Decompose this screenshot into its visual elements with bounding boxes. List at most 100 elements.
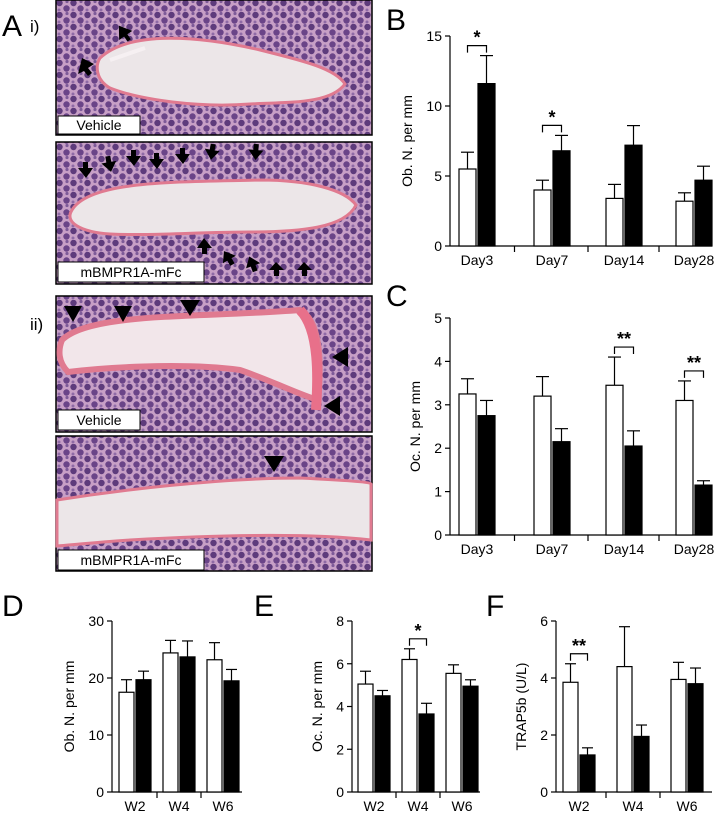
x-tick-label: W4 bbox=[623, 798, 644, 814]
x-tick-label: W6 bbox=[213, 798, 234, 814]
bar-vehicle bbox=[533, 395, 552, 536]
micrograph-vehicle-i: Vehicle bbox=[55, 0, 373, 136]
bar-mbmpr1a bbox=[179, 656, 196, 793]
y-tick-label: 6 bbox=[540, 613, 548, 629]
bar-vehicle bbox=[357, 683, 374, 793]
bar-vehicle bbox=[605, 384, 624, 536]
y-axis-label: TRAP5b (U/L) bbox=[513, 663, 529, 751]
y-tick-label: 3 bbox=[434, 397, 442, 413]
y-tick-label: 0 bbox=[336, 784, 344, 800]
x-tick-label: Day28 bbox=[674, 541, 715, 557]
significance-label: ** bbox=[687, 353, 701, 373]
arrow-icon bbox=[118, 25, 133, 42]
significance-label: * bbox=[473, 28, 480, 48]
significance-bracket bbox=[569, 653, 589, 661]
significance-bracket bbox=[408, 638, 428, 646]
x-tick-label: W6 bbox=[452, 798, 473, 814]
bar-vehicle bbox=[445, 672, 462, 793]
y-tick-label: 4 bbox=[336, 699, 344, 715]
micrograph-vehicle-ii: Vehicle bbox=[55, 295, 373, 433]
y-axis-label: Oc. N. per mm bbox=[309, 661, 325, 752]
micrograph-label: Vehicle bbox=[76, 412, 121, 428]
micrograph-label: mBMPR1A-mFc bbox=[80, 552, 181, 568]
panel-label-c: C bbox=[386, 280, 408, 313]
micrograph-mbmpr1a-i: mBMPR1A-mFc bbox=[55, 141, 373, 285]
y-tick-label: 0 bbox=[540, 784, 548, 800]
x-tick-label: Day28 bbox=[674, 252, 715, 268]
y-tick-label: 0 bbox=[434, 527, 442, 543]
bar-mbmpr1a bbox=[579, 754, 596, 793]
x-tick-label: W2 bbox=[364, 798, 385, 814]
arrow-icon bbox=[78, 143, 312, 276]
significance-label: ** bbox=[572, 636, 586, 656]
bar-mbmpr1a bbox=[694, 179, 713, 247]
y-axis-label: Ob. N. per mm bbox=[399, 95, 415, 187]
significance-bracket bbox=[466, 45, 488, 53]
y-axis-label: Oc. N. per mm bbox=[407, 381, 423, 472]
x-tick-label: Day7 bbox=[536, 252, 569, 268]
chart-f: 0 2 4 6 TRAP5b (U/L) W2 W4 W6 ** bbox=[513, 613, 712, 814]
bar-mbmpr1a bbox=[624, 445, 643, 536]
bar-mbmpr1a bbox=[633, 735, 650, 793]
chart-c: 0 1 2 3 4 5 Oc. N. per mm Day3 Day7 Day14 Day28 ** *… bbox=[407, 310, 714, 557]
y-tick-label: 0 bbox=[96, 784, 104, 800]
arrow-icon bbox=[78, 58, 94, 76]
bar-mbmpr1a bbox=[374, 695, 391, 793]
bar-vehicle bbox=[675, 200, 694, 247]
y-axis-label: Ob. N. per mm bbox=[61, 661, 77, 753]
significance-label: * bbox=[414, 621, 421, 641]
bar-vehicle bbox=[118, 691, 135, 793]
bar-mbmpr1a bbox=[462, 685, 479, 793]
significance-bracket bbox=[683, 370, 705, 378]
y-tick-label: 6 bbox=[336, 656, 344, 672]
x-tick-label: Day14 bbox=[604, 541, 645, 557]
y-tick-label: 2 bbox=[540, 727, 548, 743]
bar-mbmpr1a bbox=[687, 683, 704, 793]
bar-vehicle bbox=[458, 393, 477, 536]
bar-mbmpr1a bbox=[624, 144, 643, 247]
y-tick-label: 15 bbox=[426, 28, 442, 44]
chart-b: 0 5 10 15 Ob. N. per mm Day3 Day7 Day14 Day28 * * bbox=[399, 28, 714, 268]
panel-label-d: D bbox=[2, 590, 24, 623]
y-tick-label: 20 bbox=[88, 670, 104, 686]
x-tick-label: Day14 bbox=[604, 252, 645, 268]
x-tick-label: Day7 bbox=[536, 541, 569, 557]
bar-vehicle bbox=[206, 659, 223, 793]
panel-label-f: F bbox=[486, 590, 504, 623]
y-tick-label: 0 bbox=[434, 238, 442, 254]
x-tick-label: W4 bbox=[408, 798, 429, 814]
bar-mbmpr1a bbox=[477, 415, 496, 536]
bar-vehicle bbox=[458, 168, 477, 247]
y-tick-label: 1 bbox=[434, 484, 442, 500]
panel-label-a: A bbox=[2, 10, 22, 43]
y-tick-label: 8 bbox=[336, 613, 344, 629]
bar-mbmpr1a bbox=[694, 484, 713, 536]
significance-bracket bbox=[613, 346, 635, 355]
bar-vehicle bbox=[670, 678, 687, 793]
x-tick-label: Day3 bbox=[461, 541, 494, 557]
y-tick-label: 10 bbox=[88, 727, 104, 743]
y-tick-label: 2 bbox=[336, 741, 344, 757]
significance-bracket bbox=[541, 124, 563, 133]
subpanel-label-ii: ii) bbox=[30, 315, 43, 334]
x-tick-label: W4 bbox=[169, 798, 190, 814]
y-tick-label: 30 bbox=[88, 613, 104, 629]
y-tick-label: 5 bbox=[434, 310, 442, 326]
bar-vehicle bbox=[616, 665, 633, 793]
significance-label: ** bbox=[617, 329, 631, 349]
bar-mbmpr1a bbox=[552, 150, 571, 247]
bar-vehicle bbox=[401, 658, 418, 793]
bar-mbmpr1a bbox=[552, 441, 571, 536]
bar-vehicle bbox=[562, 681, 579, 793]
bar-vehicle bbox=[533, 189, 552, 247]
bar-vehicle bbox=[162, 652, 179, 793]
bar-mbmpr1a bbox=[223, 680, 240, 793]
x-tick-label: Day3 bbox=[461, 252, 494, 268]
y-tick-label: 4 bbox=[434, 353, 442, 369]
panel-label-b: B bbox=[386, 4, 406, 37]
micrograph-mbmpr1a-ii: mBMPR1A-mFc bbox=[55, 435, 373, 572]
bar-mbmpr1a bbox=[477, 82, 496, 247]
micrograph-label: mBMPR1A-mFc bbox=[80, 264, 181, 280]
x-tick-label: W2 bbox=[569, 798, 590, 814]
